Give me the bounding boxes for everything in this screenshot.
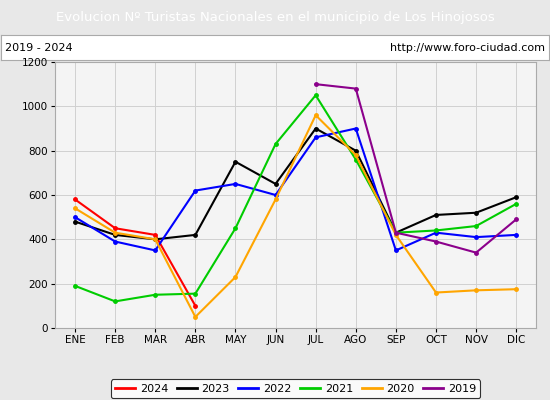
Legend: 2024, 2023, 2022, 2021, 2020, 2019: 2024, 2023, 2022, 2021, 2020, 2019 <box>111 379 481 398</box>
Text: Evolucion Nº Turistas Nacionales en el municipio de Los Hinojosos: Evolucion Nº Turistas Nacionales en el m… <box>56 11 494 24</box>
Text: http://www.foro-ciudad.com: http://www.foro-ciudad.com <box>389 42 544 52</box>
Text: 2019 - 2024: 2019 - 2024 <box>6 42 73 52</box>
